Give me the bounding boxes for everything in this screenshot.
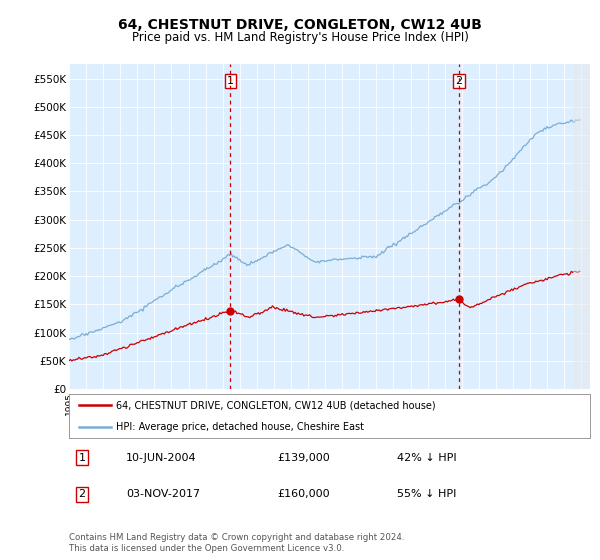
Text: 2: 2 (455, 76, 463, 86)
Text: 42% ↓ HPI: 42% ↓ HPI (397, 453, 457, 463)
Text: £160,000: £160,000 (277, 489, 330, 499)
Text: 03-NOV-2017: 03-NOV-2017 (126, 489, 200, 499)
Text: 1: 1 (79, 453, 86, 463)
Text: £139,000: £139,000 (277, 453, 330, 463)
Text: HPI: Average price, detached house, Cheshire East: HPI: Average price, detached house, Ches… (116, 422, 364, 432)
Text: Contains HM Land Registry data © Crown copyright and database right 2024.
This d: Contains HM Land Registry data © Crown c… (69, 533, 404, 553)
Text: 10-JUN-2004: 10-JUN-2004 (126, 453, 197, 463)
Bar (573, 64, 590, 389)
Text: 1: 1 (227, 76, 233, 86)
Text: 64, CHESTNUT DRIVE, CONGLETON, CW12 4UB (detached house): 64, CHESTNUT DRIVE, CONGLETON, CW12 4UB … (116, 400, 436, 410)
Text: 2: 2 (79, 489, 86, 499)
Text: 64, CHESTNUT DRIVE, CONGLETON, CW12 4UB: 64, CHESTNUT DRIVE, CONGLETON, CW12 4UB (118, 18, 482, 32)
Text: 55% ↓ HPI: 55% ↓ HPI (397, 489, 457, 499)
Text: Price paid vs. HM Land Registry's House Price Index (HPI): Price paid vs. HM Land Registry's House … (131, 31, 469, 44)
